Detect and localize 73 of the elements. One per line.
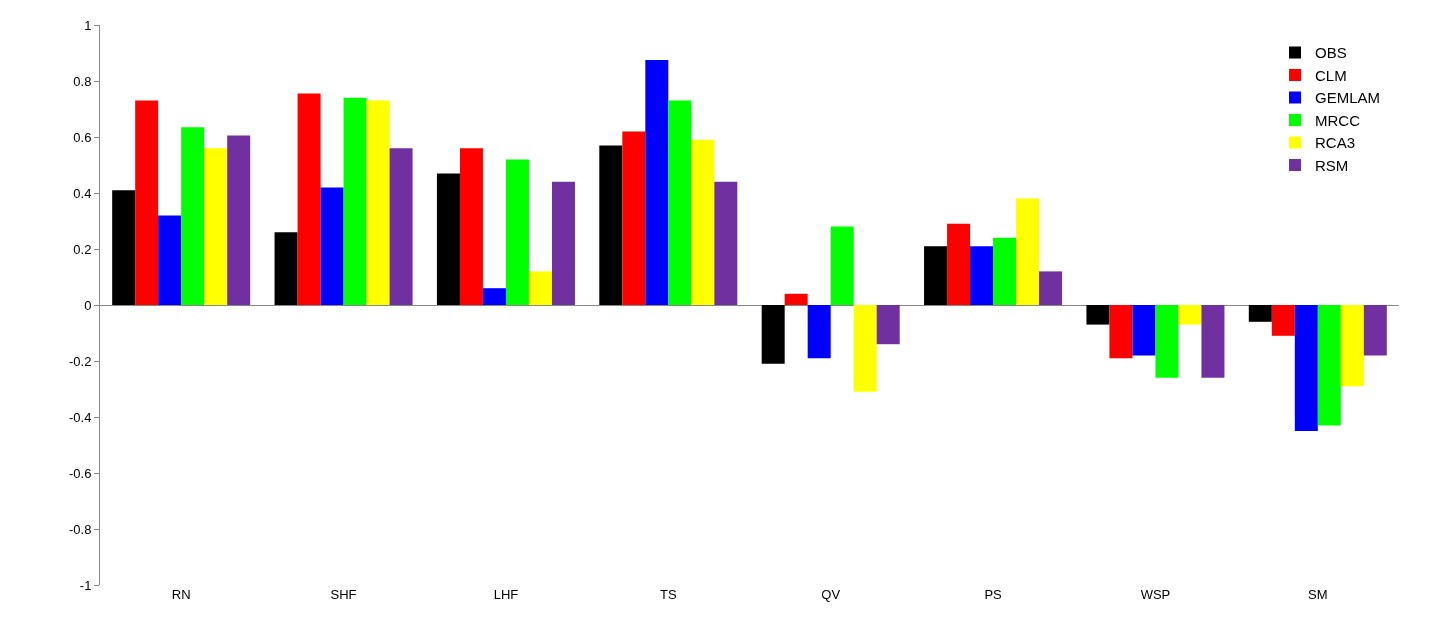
bar xyxy=(1178,305,1202,325)
bar xyxy=(853,305,877,392)
bar xyxy=(784,293,808,305)
bar xyxy=(668,100,692,305)
y-tick-label: -0.6 xyxy=(68,465,92,481)
bar xyxy=(1109,305,1133,359)
bar xyxy=(599,145,623,305)
y-tick-label: 0.2 xyxy=(73,241,92,257)
bar xyxy=(436,173,460,305)
bar xyxy=(1340,305,1364,387)
bar xyxy=(1317,305,1341,426)
bar xyxy=(947,223,971,305)
bar xyxy=(528,271,552,305)
bar xyxy=(135,100,159,305)
bar xyxy=(1294,305,1318,431)
x-tick-label: RN xyxy=(171,587,191,602)
bar xyxy=(691,139,715,305)
y-tick-label: 1 xyxy=(84,17,92,33)
bar xyxy=(204,148,228,305)
legend-label: MRCC xyxy=(1315,111,1361,129)
bar xyxy=(297,93,321,305)
bar xyxy=(970,246,994,305)
bar xyxy=(227,135,251,305)
bar xyxy=(714,181,738,305)
bar xyxy=(1016,198,1040,305)
bar xyxy=(112,190,136,305)
y-tick-label: 0.8 xyxy=(73,73,92,89)
x-tick-label: WSP xyxy=(1140,587,1171,602)
bar xyxy=(459,148,483,305)
y-tick-label: 0.4 xyxy=(73,185,92,201)
x-tick-label: SHF xyxy=(330,587,357,602)
x-tick-label: QV xyxy=(821,587,841,602)
bar xyxy=(505,159,529,305)
y-tick-label: -0.4 xyxy=(68,409,92,425)
y-tick-label: -0.8 xyxy=(68,521,92,537)
bar xyxy=(761,305,785,364)
bar xyxy=(924,246,948,305)
bar xyxy=(807,305,831,359)
bar xyxy=(366,100,390,305)
y-tick-label: 0 xyxy=(84,297,92,313)
legend-label: RSM xyxy=(1315,156,1349,174)
bar xyxy=(181,127,205,305)
bar xyxy=(389,148,413,305)
bar xyxy=(274,232,298,305)
legend-label: GEMLAM xyxy=(1315,89,1381,107)
bar xyxy=(645,60,669,305)
bar xyxy=(1201,305,1225,378)
legend-label: RCA3 xyxy=(1315,134,1356,152)
x-tick-label: TS xyxy=(660,587,677,602)
bar xyxy=(482,288,506,305)
bar xyxy=(320,187,344,305)
y-tick-label: -1 xyxy=(79,577,92,593)
bar xyxy=(551,181,575,305)
bar xyxy=(1132,305,1156,356)
bar xyxy=(343,97,367,305)
x-tick-label: LHF xyxy=(493,587,519,602)
bar xyxy=(1155,305,1179,378)
y-tick-label: -0.2 xyxy=(68,353,92,369)
bar xyxy=(1039,271,1063,305)
bar xyxy=(830,226,854,305)
bar xyxy=(1086,305,1110,325)
legend-label: OBS xyxy=(1315,44,1347,62)
bar xyxy=(1248,305,1272,322)
legend-label: CLM xyxy=(1315,66,1347,84)
x-tick-label: PS xyxy=(984,587,1003,602)
bar xyxy=(1271,305,1295,336)
x-tick-label: SM xyxy=(1308,587,1328,602)
y-tick-label: 0.6 xyxy=(73,129,92,145)
bar xyxy=(1363,305,1387,356)
bar xyxy=(993,237,1017,305)
bar xyxy=(876,305,900,345)
bar xyxy=(622,131,646,305)
bar xyxy=(158,215,182,305)
